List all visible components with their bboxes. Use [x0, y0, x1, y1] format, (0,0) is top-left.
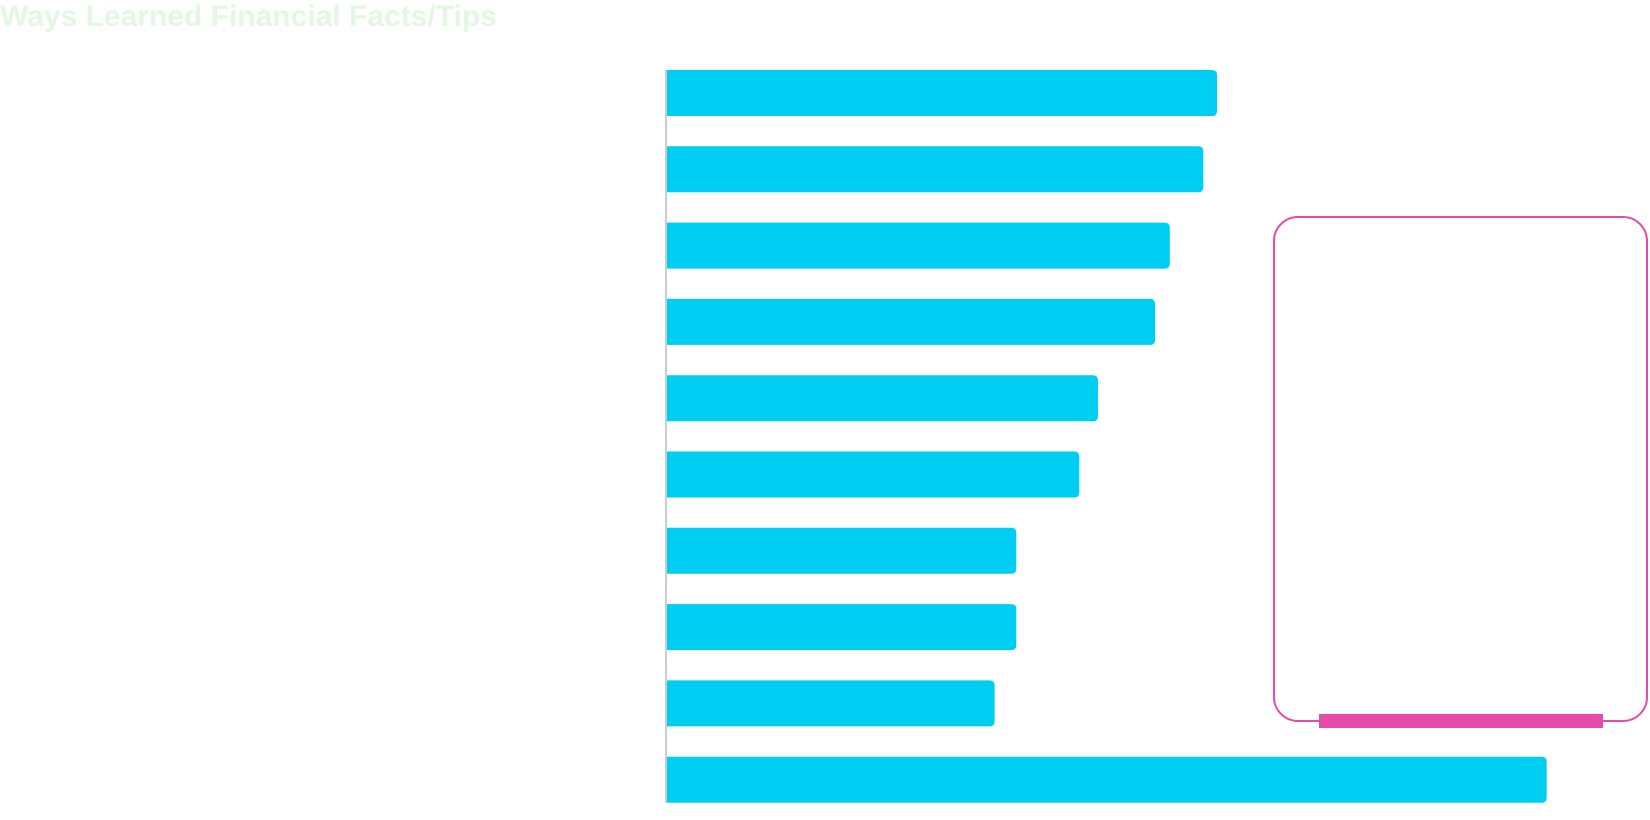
chart-title: Ways Learned Financial Facts/Tips: [0, 0, 497, 33]
bar-6: [666, 451, 1080, 498]
highlight-frame: [1273, 216, 1648, 722]
bar-8: [666, 604, 1017, 651]
bar-5: [666, 375, 1098, 422]
bar-4: [666, 298, 1156, 345]
bars-group: [666, 70, 1547, 803]
bar-9: [666, 680, 995, 727]
bar-7: [666, 527, 1017, 574]
highlight-group: [1273, 216, 1648, 728]
bar-1: [666, 70, 1218, 116]
bar-3: [666, 222, 1170, 269]
bar-2: [666, 146, 1204, 193]
bar-10: [666, 756, 1547, 803]
highlight-handle[interactable]: [1319, 714, 1603, 728]
